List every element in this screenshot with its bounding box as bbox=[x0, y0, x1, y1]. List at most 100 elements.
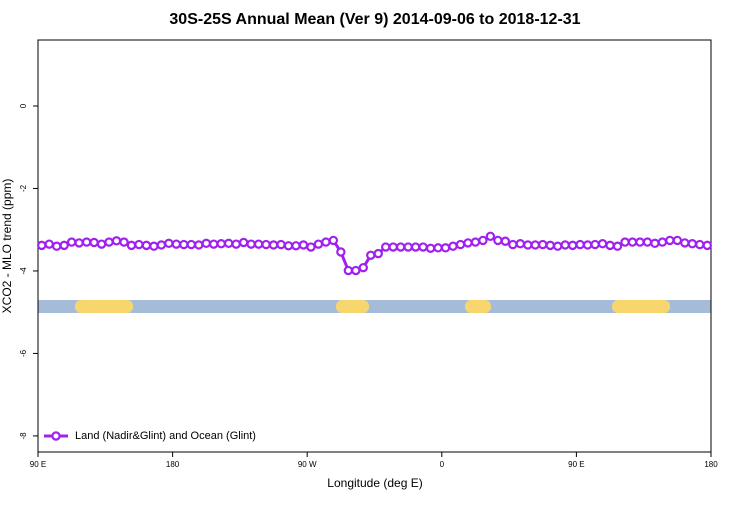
data-point bbox=[209, 239, 219, 249]
data-point bbox=[635, 237, 645, 247]
data-point bbox=[306, 242, 316, 252]
data-point bbox=[298, 240, 309, 250]
data-point bbox=[253, 239, 264, 249]
data-point bbox=[560, 240, 570, 250]
y-tick-label: -8 bbox=[19, 432, 28, 440]
data-point bbox=[567, 240, 578, 251]
data-point bbox=[702, 240, 712, 251]
data-point bbox=[395, 242, 406, 252]
y-tick-label: 0 bbox=[19, 103, 28, 108]
data-point bbox=[104, 237, 114, 247]
data-point bbox=[119, 237, 129, 247]
data-point bbox=[440, 243, 451, 253]
data-point bbox=[680, 238, 690, 248]
data-point bbox=[425, 243, 436, 253]
data-point bbox=[156, 240, 167, 250]
data-point bbox=[134, 239, 144, 250]
y-tick-label: -6 bbox=[19, 349, 28, 357]
data-point bbox=[500, 236, 511, 246]
x-tick-label: 180 bbox=[166, 460, 180, 469]
data-point bbox=[590, 239, 600, 250]
data-point bbox=[223, 238, 234, 249]
data-point bbox=[418, 242, 428, 252]
data-point bbox=[612, 241, 623, 251]
data-point bbox=[216, 239, 226, 249]
data-point bbox=[672, 235, 683, 246]
data-point bbox=[283, 241, 294, 251]
data-point bbox=[343, 265, 354, 276]
data-point bbox=[268, 240, 279, 250]
x-tick-label: 0 bbox=[440, 460, 445, 469]
data-point bbox=[164, 238, 174, 249]
data-point bbox=[410, 242, 421, 252]
data-point bbox=[403, 242, 413, 252]
y-tick-label: -2 bbox=[19, 184, 28, 192]
data-point bbox=[650, 238, 660, 249]
data-point bbox=[37, 240, 47, 251]
data-point bbox=[81, 237, 92, 247]
y-axis-label: XCO2 - MLO trend (ppm) bbox=[0, 179, 14, 314]
data-point bbox=[433, 243, 443, 253]
data-point bbox=[149, 241, 159, 251]
x-tick-label: 90 W bbox=[298, 460, 317, 469]
data-point bbox=[89, 237, 99, 248]
legend-label: Land (Nadir&Glint) and Ocean (Glint) bbox=[75, 430, 256, 442]
land-segment bbox=[465, 300, 491, 313]
data-point bbox=[455, 239, 466, 250]
data-point bbox=[642, 237, 653, 247]
land-segment bbox=[612, 300, 670, 313]
x-tick-label: 90 E bbox=[30, 460, 46, 469]
y-tick-label: -4 bbox=[19, 267, 28, 275]
data-point bbox=[381, 242, 391, 252]
data-point bbox=[194, 240, 204, 250]
data-point bbox=[485, 231, 496, 242]
land-segment bbox=[336, 300, 369, 313]
data-point bbox=[508, 239, 518, 250]
data-point bbox=[545, 240, 555, 251]
data-point bbox=[59, 240, 69, 251]
data-point bbox=[328, 235, 339, 246]
data-point bbox=[358, 262, 368, 273]
data-point bbox=[186, 239, 196, 250]
data-point bbox=[74, 238, 84, 248]
x-axis-label: Longitude (deg E) bbox=[327, 476, 422, 490]
data-point bbox=[478, 235, 488, 246]
data-point bbox=[530, 240, 540, 250]
data-point bbox=[448, 241, 458, 251]
data-point bbox=[687, 239, 698, 249]
data-point bbox=[126, 240, 137, 251]
data-point bbox=[553, 241, 563, 251]
x-tick-label: 90 E bbox=[568, 460, 584, 469]
data-point bbox=[351, 265, 361, 276]
data-point bbox=[261, 239, 271, 250]
chart-title: 30S-25S Annual Mean (Ver 9) 2014-09-06 t… bbox=[169, 11, 580, 28]
legend-marker bbox=[51, 431, 61, 441]
ocean-band bbox=[38, 300, 711, 313]
data-point bbox=[493, 235, 503, 246]
data-point bbox=[665, 235, 675, 246]
data-point bbox=[276, 239, 286, 250]
data-point bbox=[582, 240, 593, 250]
data-point bbox=[313, 239, 324, 249]
data-point bbox=[141, 240, 152, 251]
data-point bbox=[238, 237, 249, 248]
land-segment bbox=[75, 300, 133, 313]
data-point bbox=[51, 241, 62, 251]
data-point bbox=[388, 242, 398, 252]
data-point bbox=[96, 239, 107, 249]
data-point bbox=[538, 239, 548, 250]
x-tick-label: 180 bbox=[704, 460, 718, 469]
data-point bbox=[231, 239, 241, 249]
data-point bbox=[179, 239, 189, 250]
data-point bbox=[111, 236, 122, 246]
data-point bbox=[336, 247, 346, 257]
data-point bbox=[291, 241, 301, 251]
data-point bbox=[373, 248, 383, 259]
data-point bbox=[657, 237, 668, 247]
data-point bbox=[627, 237, 638, 247]
data-point bbox=[66, 237, 77, 247]
data-point bbox=[201, 238, 211, 249]
data-point bbox=[605, 240, 615, 251]
data-point bbox=[620, 237, 630, 247]
